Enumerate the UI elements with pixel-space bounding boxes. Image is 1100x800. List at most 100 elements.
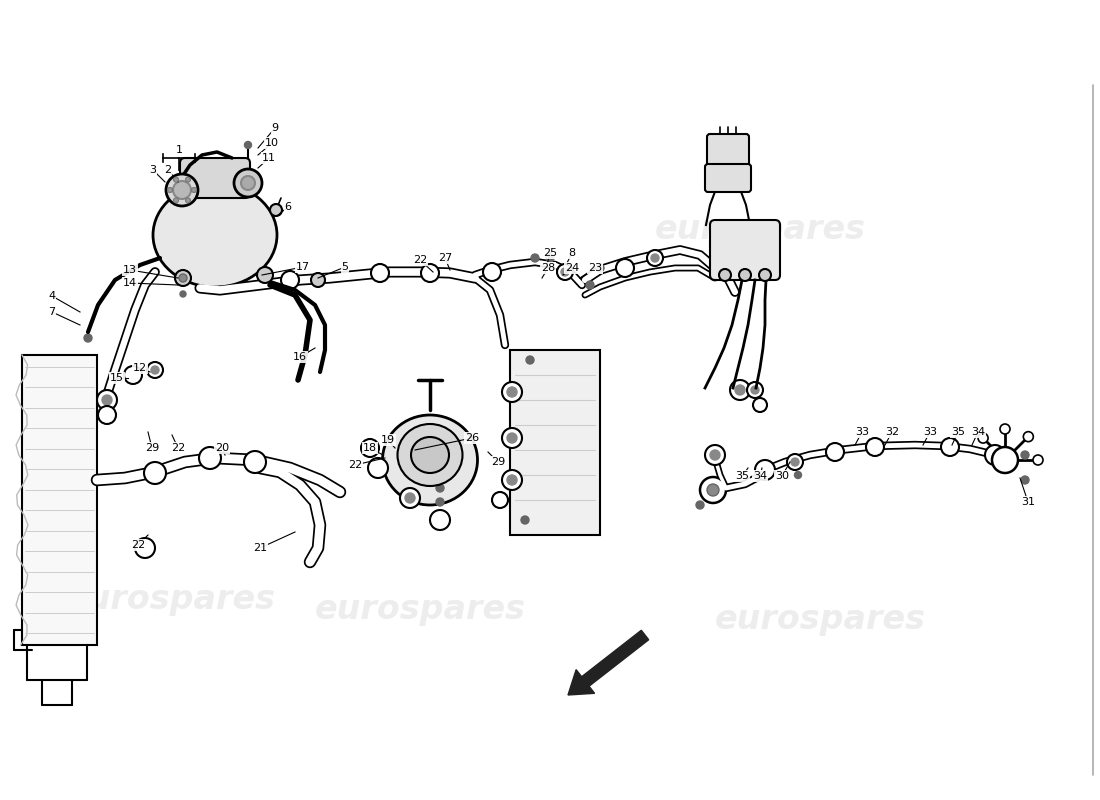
Circle shape	[1033, 455, 1043, 465]
Circle shape	[199, 447, 221, 469]
Text: 22: 22	[170, 443, 185, 453]
Circle shape	[436, 498, 444, 506]
Text: 33: 33	[923, 427, 937, 437]
Text: 30: 30	[776, 471, 789, 481]
Text: 16: 16	[293, 352, 307, 362]
Circle shape	[735, 385, 745, 395]
Circle shape	[739, 269, 751, 281]
Circle shape	[257, 267, 273, 283]
Circle shape	[270, 204, 282, 216]
Text: 13: 13	[123, 265, 138, 275]
Circle shape	[521, 516, 529, 524]
Circle shape	[244, 451, 266, 473]
Circle shape	[616, 259, 634, 277]
Circle shape	[175, 270, 191, 286]
Circle shape	[166, 174, 198, 206]
Circle shape	[371, 264, 389, 282]
Circle shape	[174, 177, 178, 182]
Circle shape	[651, 254, 659, 262]
Circle shape	[144, 462, 166, 484]
Text: 34: 34	[752, 471, 767, 481]
Circle shape	[794, 471, 802, 478]
Text: 35: 35	[735, 471, 749, 481]
Text: 3: 3	[150, 165, 156, 175]
Circle shape	[234, 169, 262, 197]
Text: 19: 19	[381, 435, 395, 445]
Text: 10: 10	[265, 138, 279, 148]
Ellipse shape	[411, 437, 449, 473]
Circle shape	[1023, 432, 1033, 442]
Circle shape	[596, 264, 604, 272]
Circle shape	[1000, 424, 1010, 434]
Circle shape	[586, 281, 594, 289]
Circle shape	[97, 390, 117, 410]
FancyBboxPatch shape	[510, 350, 600, 535]
Circle shape	[147, 362, 163, 378]
Bar	[22, 355, 97, 645]
Circle shape	[826, 443, 844, 461]
Circle shape	[167, 187, 173, 193]
Text: 9: 9	[272, 123, 278, 133]
Circle shape	[502, 382, 522, 402]
Circle shape	[124, 366, 142, 384]
Text: 31: 31	[1021, 497, 1035, 507]
Circle shape	[311, 273, 324, 287]
FancyBboxPatch shape	[180, 158, 250, 198]
Text: 11: 11	[262, 153, 276, 163]
FancyBboxPatch shape	[707, 134, 749, 170]
Text: 22: 22	[348, 460, 362, 470]
Text: 14: 14	[123, 278, 138, 288]
Text: 1: 1	[176, 145, 183, 155]
Circle shape	[791, 458, 799, 466]
Circle shape	[561, 268, 569, 276]
Circle shape	[710, 450, 720, 460]
Circle shape	[700, 477, 726, 503]
Text: 27: 27	[438, 253, 452, 263]
Text: 15: 15	[110, 373, 124, 383]
Circle shape	[531, 254, 539, 262]
Ellipse shape	[383, 415, 477, 505]
Circle shape	[102, 395, 112, 405]
Text: 23: 23	[587, 263, 602, 273]
Circle shape	[546, 254, 554, 262]
Text: 29: 29	[491, 457, 505, 467]
Circle shape	[719, 269, 732, 281]
Circle shape	[361, 439, 379, 457]
Circle shape	[400, 488, 420, 508]
Text: 22: 22	[131, 540, 145, 550]
Circle shape	[135, 538, 155, 558]
Text: 12: 12	[133, 363, 147, 373]
Circle shape	[992, 447, 1018, 473]
Text: 24: 24	[565, 263, 579, 273]
Text: 26: 26	[465, 433, 480, 443]
Circle shape	[557, 264, 573, 280]
FancyBboxPatch shape	[705, 164, 751, 192]
FancyArrow shape	[568, 630, 649, 695]
Text: 7: 7	[48, 307, 56, 317]
Text: eurospares: eurospares	[715, 603, 925, 637]
Text: 28: 28	[541, 263, 556, 273]
Ellipse shape	[153, 183, 277, 287]
Circle shape	[436, 484, 444, 492]
Circle shape	[696, 501, 704, 509]
FancyBboxPatch shape	[710, 220, 780, 280]
Text: eurospares: eurospares	[654, 214, 866, 246]
Circle shape	[98, 406, 116, 424]
Circle shape	[730, 380, 750, 400]
Text: 5: 5	[341, 262, 349, 272]
Text: eurospares: eurospares	[65, 583, 275, 617]
Circle shape	[1021, 451, 1028, 459]
Circle shape	[186, 177, 190, 182]
Circle shape	[507, 475, 517, 485]
Text: 8: 8	[569, 248, 575, 258]
Circle shape	[173, 181, 191, 199]
Circle shape	[705, 445, 725, 465]
Text: 29: 29	[145, 443, 160, 453]
Circle shape	[754, 398, 767, 412]
Text: 21: 21	[253, 543, 267, 553]
Circle shape	[707, 484, 719, 496]
Circle shape	[984, 445, 1005, 465]
Circle shape	[502, 470, 522, 490]
Circle shape	[747, 382, 763, 398]
Circle shape	[180, 291, 186, 297]
